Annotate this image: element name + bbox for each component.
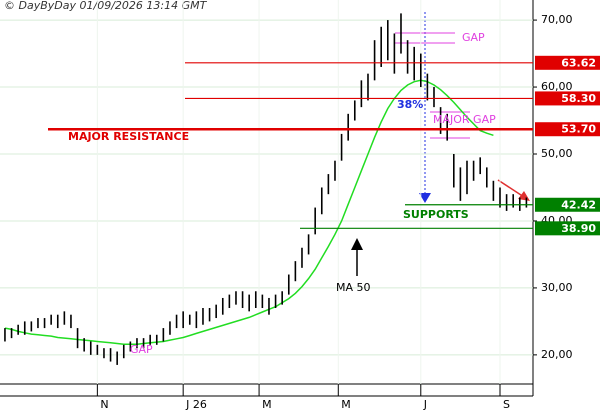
level-box: [535, 221, 600, 236]
level-box: [535, 55, 600, 70]
x-tick-label: J: [423, 398, 427, 411]
x-tick-label: S: [503, 398, 510, 411]
annotation: 38%: [397, 98, 423, 111]
x-tick-label: M: [341, 398, 351, 411]
projection-arrow: [419, 193, 431, 203]
x-tick-label: J 26: [185, 398, 207, 411]
x-tick-label: N: [100, 398, 108, 411]
level-label: 53.70: [561, 123, 596, 136]
moving-average: [4, 79, 494, 345]
ma-arrow-head: [351, 238, 363, 250]
annotation: GAP: [462, 31, 485, 44]
level-label: 42.42: [561, 198, 596, 211]
annotation: MAJOR RESISTANCE: [68, 130, 189, 143]
level-box: [535, 91, 600, 106]
y-tick-label: 60,00: [541, 80, 573, 93]
level-box: [535, 122, 600, 137]
y-tick-label: 50,00: [541, 147, 573, 160]
header: © DayByDay 01/09/2026 13:14 GMT: [4, 0, 208, 12]
level-label: 38.90: [561, 222, 596, 235]
level-box: [535, 197, 600, 212]
y-tick-label: 70,00: [541, 13, 573, 26]
y-tick-label: 30,00: [541, 281, 573, 294]
trend-arrow: [497, 179, 525, 198]
level-label: 58.30: [561, 92, 596, 105]
ma-label: MA 50: [336, 281, 371, 294]
annotation: MAJOR GAP: [433, 113, 496, 126]
annotation: SUPPORTS: [403, 208, 469, 221]
annotation: GAP: [130, 343, 153, 356]
x-tick-label: M: [262, 398, 272, 411]
y-tick-label: 20,00: [541, 348, 573, 361]
level-label: 63.62: [561, 56, 596, 69]
